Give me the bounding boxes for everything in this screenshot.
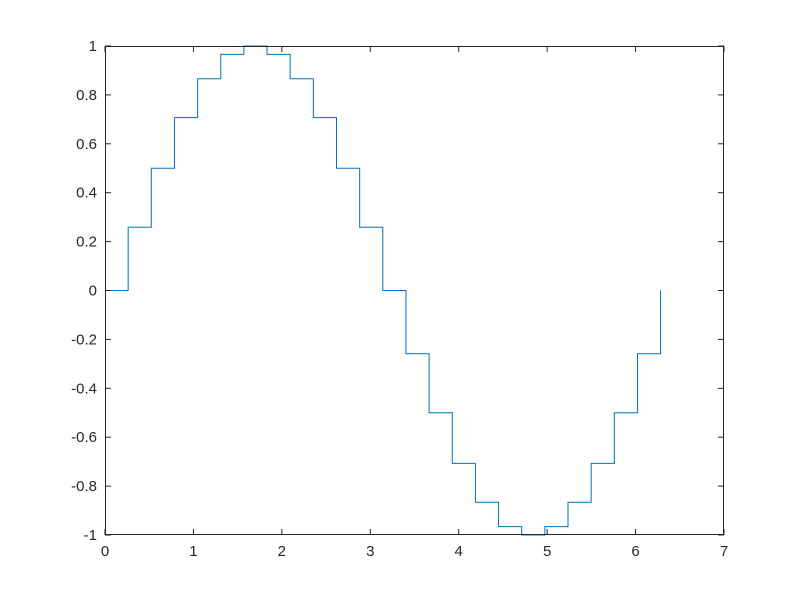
y-tick-label: 0.2 bbox=[76, 234, 97, 251]
y-tick-label: -0.2 bbox=[71, 331, 97, 348]
x-tick-label: 2 bbox=[278, 543, 286, 560]
y-tick-label: -0.4 bbox=[71, 380, 97, 397]
y-tick-label: 1 bbox=[89, 38, 97, 55]
x-tick-label: 1 bbox=[189, 543, 197, 560]
y-tick-label: 0.8 bbox=[76, 87, 97, 104]
x-tick-label: 7 bbox=[720, 543, 728, 560]
x-tick-label: 3 bbox=[366, 543, 374, 560]
y-tick-label: 0.4 bbox=[76, 185, 97, 202]
x-tick-label: 5 bbox=[543, 543, 551, 560]
x-tick-label: 4 bbox=[455, 543, 463, 560]
y-tick-label: -0.6 bbox=[71, 429, 97, 446]
plot-area: 0 1 2 3 4 5 6 7 -1 -0.8 -0.6 -0.4 -0.2 0 0.2 0.4 0.6 0.8 1 bbox=[71, 38, 728, 560]
y-tick-label: 0.6 bbox=[76, 136, 97, 153]
y-tick-label: -1 bbox=[84, 527, 97, 544]
series-line-0 bbox=[105, 45, 662, 536]
y-tick-label: 0 bbox=[89, 283, 97, 300]
x-tick-label: 6 bbox=[631, 543, 639, 560]
y-tick-label: -0.8 bbox=[71, 478, 97, 495]
x-tick-label: 0 bbox=[101, 543, 109, 560]
axes-box bbox=[105, 46, 724, 535]
